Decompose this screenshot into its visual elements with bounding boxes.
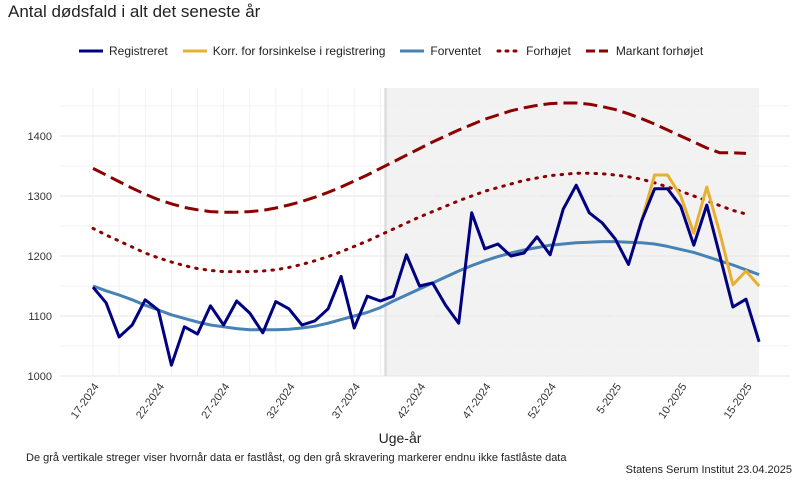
legend-item-korr: Korr. for forsinkelse i registrering [182,44,386,58]
legend-label-korr: Korr. for forsinkelse i registrering [212,44,386,58]
legend-swatch-registreret [78,45,104,57]
legend-label-forventet: Forventet [430,44,482,58]
legend-item-registreret: Registreret [78,44,168,58]
unlocked-data-shading [385,88,760,376]
x-tick-label: 52-2024 [526,381,559,421]
x-tick-label: 17-2024 [69,381,102,421]
x-tick-label: 37-2024 [330,381,363,421]
legend-item-markant: Markant forhøjet [585,44,703,58]
legend-label-registreret: Registreret [109,44,168,58]
source-credit: Statens Serum Institut 23.04.2025 [625,464,792,476]
x-tick-label: 10-2025 [656,381,689,421]
x-axis-title: Uge-år [378,430,422,446]
y-tick-label: 1000 [28,371,52,383]
legend: Registreret Korr. for forsinkelse i regi… [78,42,717,60]
y-tick-label: 1100 [28,311,52,323]
legend-swatch-markant [585,45,611,57]
legend-swatch-korr [182,45,208,57]
chart-title: Antal dødsfald i alt det seneste år [8,2,261,21]
x-tick-label: 27-2024 [199,381,232,421]
y-tick-label: 1400 [28,131,52,143]
legend-item-forventet: Forventet [399,44,481,58]
series-line-korr-for-forsinkelse-i-registrering [640,173,761,287]
legend-swatch-forhoejet [495,45,522,57]
series-line-markant-forhøjet [92,101,747,214]
legend-label-markant: Markant forhøjet [615,44,704,58]
legend-swatch-forventet [399,45,425,57]
y-tick-label: 1300 [28,191,52,203]
x-tick-label: 22-2024 [134,381,167,421]
x-tick-label: 42-2024 [395,381,428,421]
y-tick-label: 1200 [28,251,52,263]
x-tick-label: 15-2025 [722,381,755,421]
x-tick-label: 47-2024 [461,381,494,421]
legend-item-forhoejet: Forhøjet [495,44,571,58]
x-tick-label: 5-2025 [595,381,624,416]
series-line-registreret [91,183,761,367]
series-line-forhøjet [91,171,748,274]
x-tick-label: 32-2024 [265,381,298,421]
footnote: De grå vertikale streger viser hvornår d… [26,452,567,464]
legend-label-forhoejet: Forhøjet [526,44,571,58]
